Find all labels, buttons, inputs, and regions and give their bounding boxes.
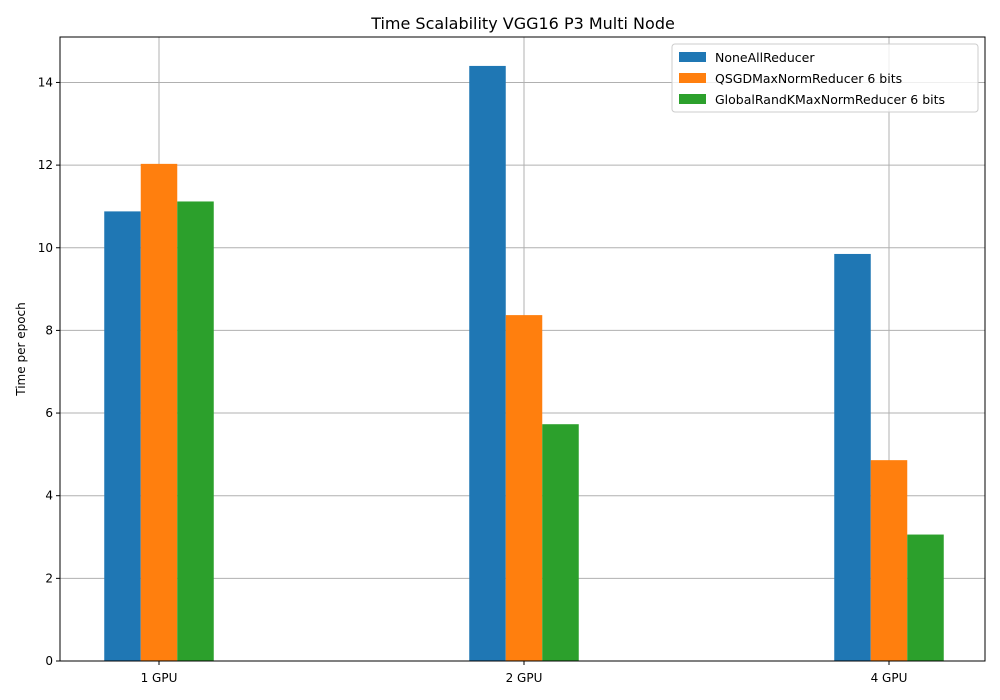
- bar: [505, 315, 543, 661]
- x-tick-label: 2 GPU: [506, 671, 543, 685]
- bar: [104, 211, 141, 661]
- y-tick-label: 8: [45, 323, 53, 337]
- plot-frame: [59, 36, 986, 662]
- x-tick-label: 4 GPU: [871, 671, 908, 685]
- bar: [140, 163, 178, 662]
- x-tick-label: 1 GPU: [141, 671, 178, 685]
- bar: [834, 253, 871, 661]
- chart-title: Time Scalability VGG16 P3 Multi Node: [370, 14, 675, 33]
- y-axis-label: Time per epoch: [14, 302, 28, 396]
- bar: [177, 201, 214, 661]
- y-tick-label: 2: [45, 571, 53, 585]
- bars: [104, 65, 944, 662]
- legend-frame: [671, 43, 979, 113]
- legend-swatch: [679, 94, 706, 104]
- bar: [469, 65, 506, 662]
- y-tick-label: 10: [38, 241, 53, 255]
- y-tick-label: 14: [38, 75, 53, 89]
- y-tick-label: 4: [45, 489, 53, 503]
- y-tick-label: 6: [45, 406, 53, 420]
- legend-swatch: [679, 52, 706, 62]
- bar: [907, 534, 944, 661]
- y-tick-label: 12: [38, 158, 53, 172]
- axes: 0 2 4 6 8 10 12 14 1 GPU 2 GPU 4 GPU: [38, 36, 986, 685]
- legend-label: QSGDMaxNormReducer 6 bits: [715, 71, 902, 86]
- bar: [870, 460, 908, 661]
- legend-label: NoneAllReducer: [715, 50, 815, 65]
- legend-swatch: [679, 73, 706, 83]
- legend: NoneAllReducer QSGDMaxNormReducer 6 bits G…: [671, 43, 979, 113]
- legend-label: GlobalRandKMaxNormReducer 6 bits: [715, 92, 945, 107]
- y-tick-label: 0: [45, 654, 53, 668]
- bar: [542, 424, 579, 661]
